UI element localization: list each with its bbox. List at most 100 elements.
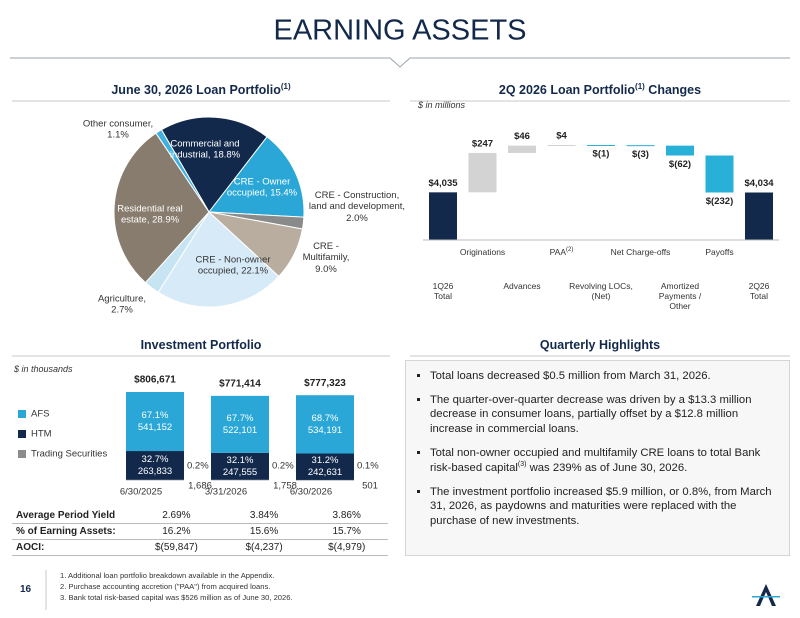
category-label: PAA(2) — [530, 247, 594, 257]
logo-bar — [752, 596, 780, 598]
slice-label: CRE - Non-owner occupied, 22.1% — [193, 255, 273, 278]
bar-title: Investment Portfolio — [140, 338, 262, 352]
title-sup: (1) — [635, 82, 645, 91]
x-tick-label: 6/30/2026 — [290, 486, 332, 497]
category-label: Originations — [451, 247, 515, 257]
legend-label: HTM — [31, 429, 52, 440]
table-cell: $(59,847) — [130, 539, 223, 556]
legend-swatch — [18, 430, 26, 438]
pie-slice — [113, 132, 210, 284]
slice-value: 2.7% — [111, 305, 133, 316]
category-label: Net Charge-offs — [609, 247, 673, 257]
bullet: Total non-owner occupied and multifamily… — [430, 446, 779, 476]
yield-table: Average Period Yield 2.69% 3.84% 3.86% % of… — [12, 508, 388, 556]
bullet-text: was 239% as of June 30, 2026. — [526, 462, 688, 475]
slice-category: Agriculture, — [97, 293, 147, 305]
value-label: 263,833 — [138, 466, 172, 477]
slice-value: 1.1% — [107, 130, 129, 141]
legend-label: AFS — [31, 409, 49, 420]
category-text: 2Q26 Total — [748, 281, 770, 302]
slice-value: 15.4% — [270, 188, 298, 199]
waterfall-bar — [508, 145, 536, 153]
table-row: % of Earning Assets: 16.2% 15.6% 15.7% — [12, 523, 388, 540]
category-text: Revolving LOCs, (Net) — [569, 281, 633, 302]
slice-value: 28.9% — [152, 215, 180, 226]
category-label: Advances — [490, 281, 554, 291]
total-label: $777,323 — [304, 378, 346, 389]
category-sup: (2) — [566, 247, 574, 254]
x-tick-label: 6/30/2025 — [120, 486, 162, 497]
category-text: 1Q26 Total — [432, 281, 454, 302]
table-cell: Average Period Yield — [12, 508, 130, 524]
category-text: Amortized Payments / Other — [658, 281, 702, 312]
value-label: $247 — [472, 138, 493, 149]
slice-category: CRE - Owner occupied, — [226, 176, 291, 199]
bar-subtitle: $ in thousands — [14, 364, 73, 374]
value-label: 522,101 — [223, 425, 257, 436]
percent-label: 31.2% — [312, 455, 339, 466]
value-label: $(1) — [593, 149, 610, 160]
title-text: June 30, 2026 Loan Portfolio — [111, 83, 281, 98]
table-cell: 3.84% — [222, 508, 306, 524]
category-text: Payoffs — [705, 247, 734, 257]
table-cell: 15.7% — [305, 523, 388, 540]
waterfall-title: 2Q 2026 Loan Portfolio(1) Changes — [410, 82, 790, 97]
table-cell: AOCI: — [12, 539, 130, 556]
title-rule — [10, 57, 790, 68]
table-cell: 2.69% — [130, 508, 223, 524]
page-number: 16 — [20, 584, 32, 595]
highlights-list: Total loans decreased $0.5 million from … — [414, 369, 779, 529]
value-label: 1,758 — [273, 480, 297, 491]
waterfall-bar — [547, 145, 576, 146]
waterfall-bar — [429, 192, 457, 240]
percent-label: 67.7% — [227, 413, 254, 424]
slice-label: CRE - Construction, land and development… — [307, 190, 407, 224]
bullet: The investment portfolio increased $5.9 … — [430, 485, 779, 529]
total-label: $771,414 — [219, 378, 261, 389]
legend-label: Trading Securities — [31, 449, 107, 460]
category-text: PAA — [549, 247, 567, 257]
logo-shape — [756, 584, 776, 606]
stack-segment — [211, 452, 269, 480]
slice-value: 18.8% — [213, 150, 241, 161]
percent-label: 32.1% — [227, 455, 254, 466]
bullet: The quarter-over-quarter decrease was dr… — [430, 393, 779, 437]
bullet: Total loans decreased $0.5 million from … — [430, 369, 779, 384]
category-text: Advances — [503, 281, 541, 291]
category-label: Payoffs — [688, 247, 752, 257]
percent-label: 67.1% — [142, 410, 169, 421]
category-label: Revolving LOCs, (Net) — [569, 281, 633, 301]
slice-label: Commercial and industrial, 18.8% — [165, 139, 245, 162]
value-label: 534,191 — [308, 425, 342, 436]
value-label: $4,035 — [428, 178, 458, 189]
category-text: Net Charge-offs — [610, 247, 671, 257]
legend-swatch — [18, 410, 26, 418]
slice-category: CRE - Multifamily, — [302, 240, 350, 264]
slice-value: 22.1% — [241, 266, 269, 277]
pie-slice — [157, 211, 280, 308]
value-label: 1,686 — [188, 480, 212, 491]
percent-label: 68.7% — [312, 413, 339, 424]
slice-label: CRE - Multifamily, 9.0% — [291, 241, 361, 275]
highlights-box: Total loans decreased $0.5 million from … — [405, 360, 790, 556]
footnote: 3. Bank total risk-based capital was $52… — [60, 593, 293, 602]
footnote: 2. Purchase accounting accretion ("PAA")… — [60, 582, 271, 591]
stack-segment — [126, 479, 184, 481]
percent-label: 32.7% — [142, 454, 169, 465]
slice-label: Agriculture, 2.7% — [87, 294, 157, 317]
pie-slice — [160, 116, 268, 213]
table-cell: $(4,237) — [222, 539, 306, 556]
slice-category: CRE - Construction, land and development… — [308, 189, 406, 213]
slice-label: Other consumer, 1.1% — [78, 119, 158, 142]
footnote: 1. Additional loan portfolio breakdown a… — [60, 571, 275, 580]
bullet-sup: (3) — [517, 461, 527, 469]
stack-segment — [126, 392, 184, 452]
category-label: 1Q26 Total — [423, 281, 463, 301]
value-label: $4 — [556, 131, 567, 142]
total-label: $806,671 — [134, 375, 176, 386]
highlights-title: Quarterly Highlights — [539, 338, 661, 352]
page-title: EARNING ASSETS — [273, 15, 526, 47]
legend-swatch — [18, 450, 26, 458]
